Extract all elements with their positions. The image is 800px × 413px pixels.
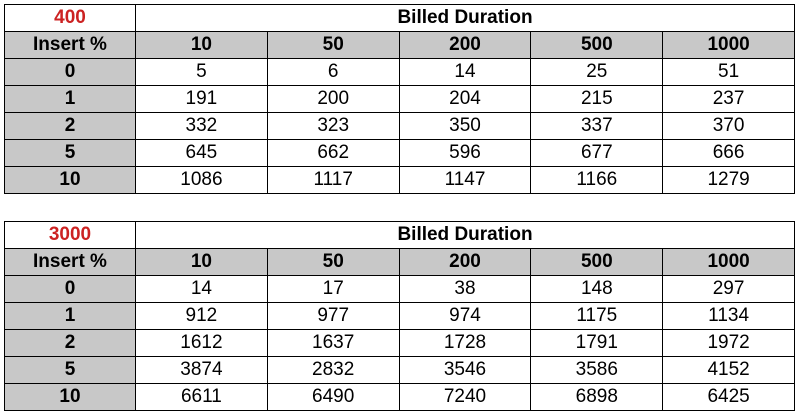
table-cell: 51: [662, 58, 795, 86]
table-row: 10 6611 6490 7240 6898 6425: [4, 383, 795, 411]
table-cell: 1086: [135, 166, 268, 194]
column-header-row: Insert % 10 50 200 500 1000: [4, 248, 795, 276]
table-cell: 337: [530, 112, 664, 140]
table-cell: 1279: [662, 166, 795, 194]
table-cell: 677: [530, 139, 664, 167]
row-key: 10: [4, 383, 136, 411]
table-label: 3000: [4, 221, 136, 249]
row-key: 5: [4, 139, 136, 167]
table-cell: 666: [662, 139, 795, 167]
row-key: 0: [4, 275, 136, 303]
table-cell: 912: [135, 302, 268, 330]
table-cell: 1117: [266, 166, 400, 194]
table-cell: 6611: [135, 383, 268, 411]
table-title: Billed Duration: [135, 4, 795, 32]
table-cell: 148: [530, 275, 664, 303]
table-row: 5 645 662 596 677 666: [4, 139, 795, 167]
table-cell: 215: [530, 85, 664, 113]
row-key: 5: [4, 356, 136, 384]
column-header: 200: [398, 248, 532, 276]
table-cell: 1147: [398, 166, 532, 194]
table-cell: 1612: [135, 329, 268, 357]
table-row: 2 1612 1637 1728 1791 1972: [4, 329, 795, 357]
table-cell: 237: [662, 85, 795, 113]
row-header-label: Insert %: [4, 31, 136, 59]
table-cell: 200: [266, 85, 400, 113]
table-cell: 7240: [398, 383, 532, 411]
table-cell: 2832: [266, 356, 400, 384]
table-cell: 3546: [398, 356, 532, 384]
table-cell: 6490: [266, 383, 400, 411]
table-cell: 38: [398, 275, 532, 303]
table-cell: 191: [135, 85, 268, 113]
table-cell: 974: [398, 302, 532, 330]
row-key: 2: [4, 112, 136, 140]
column-header: 1000: [662, 31, 795, 59]
column-header: 10: [135, 248, 268, 276]
table-cell: 1175: [530, 302, 664, 330]
table-cell: 596: [398, 139, 532, 167]
table-row: 0 5 6 14 25 51: [4, 58, 795, 86]
table-cell: 4152: [662, 356, 795, 384]
table-row: 0 14 17 38 148 297: [4, 275, 795, 303]
row-key: 1: [4, 85, 136, 113]
table-cell: 6: [266, 58, 400, 86]
table-cell: 977: [266, 302, 400, 330]
column-header: 500: [530, 248, 664, 276]
table-row: 5 3874 2832 3546 3586 4152: [4, 356, 795, 384]
table-label: 400: [4, 4, 136, 32]
column-header: 200: [398, 31, 532, 59]
table-cell: 1972: [662, 329, 795, 357]
table-cell: 297: [662, 275, 795, 303]
table-cell: 25: [530, 58, 664, 86]
table-cell: 332: [135, 112, 268, 140]
table-cell: 662: [266, 139, 400, 167]
table-cell: 3586: [530, 356, 664, 384]
table-cell: 204: [398, 85, 532, 113]
billed-duration-table-3000: 3000 Billed Duration Insert % 10 50 200 …: [4, 221, 795, 411]
table-cell: 323: [266, 112, 400, 140]
column-header: 1000: [662, 248, 795, 276]
column-header: 500: [530, 31, 664, 59]
table-title-row: 3000 Billed Duration: [4, 221, 795, 249]
table-cell: 14: [398, 58, 532, 86]
table-cell: 5: [135, 58, 268, 86]
table-cell: 6425: [662, 383, 795, 411]
table-cell: 14: [135, 275, 268, 303]
table-row: 2 332 323 350 337 370: [4, 112, 795, 140]
table-row: 1 912 977 974 1175 1134: [4, 302, 795, 330]
table-row: 10 1086 1117 1147 1166 1279: [4, 166, 795, 194]
column-header: 10: [135, 31, 268, 59]
table-cell: 350: [398, 112, 532, 140]
table-title-row: 400 Billed Duration: [4, 4, 795, 32]
row-key: 2: [4, 329, 136, 357]
table-title: Billed Duration: [135, 221, 795, 249]
table-cell: 1166: [530, 166, 664, 194]
table-cell: 370: [662, 112, 795, 140]
table-cell: 1637: [266, 329, 400, 357]
column-header: 50: [266, 31, 400, 59]
billed-duration-table-400: 400 Billed Duration Insert % 10 50 200 5…: [4, 4, 795, 194]
table-cell: 3874: [135, 356, 268, 384]
row-key: 1: [4, 302, 136, 330]
row-header-label: Insert %: [4, 248, 136, 276]
table-cell: 17: [266, 275, 400, 303]
table-row: 1 191 200 204 215 237: [4, 85, 795, 113]
table-cell: 645: [135, 139, 268, 167]
table-cell: 1728: [398, 329, 532, 357]
column-header: 50: [266, 248, 400, 276]
row-key: 10: [4, 166, 136, 194]
table-cell: 6898: [530, 383, 664, 411]
row-key: 0: [4, 58, 136, 86]
table-cell: 1134: [662, 302, 795, 330]
column-header-row: Insert % 10 50 200 500 1000: [4, 31, 795, 59]
table-cell: 1791: [530, 329, 664, 357]
